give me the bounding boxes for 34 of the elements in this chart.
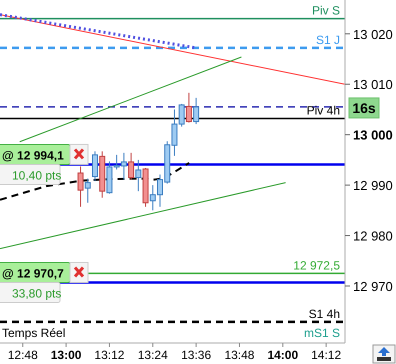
candlestick xyxy=(186,92,192,124)
x-tick-label: 14:12 xyxy=(311,348,342,362)
y-tick-label: 12 980 xyxy=(353,228,393,244)
ref-line-label: 16s xyxy=(352,100,376,116)
x-tick-label: 12:48 xyxy=(8,348,38,362)
x-tick-label: 14:00 xyxy=(267,348,298,362)
candlestick xyxy=(193,97,200,125)
ref-line-label: S1 4h xyxy=(308,306,340,321)
candlestick xyxy=(92,150,98,182)
candlestick xyxy=(128,152,134,180)
candlestick xyxy=(135,159,142,192)
x-tick-label: 13:36 xyxy=(181,348,212,362)
x-tick-label: 13:12 xyxy=(94,348,125,362)
y-tick-label: 12 990 xyxy=(353,178,393,194)
annotation: 33,80 pts xyxy=(12,286,62,300)
x-tick-label: 13:00 xyxy=(50,348,82,362)
candlestick xyxy=(84,178,91,204)
y-tick-label: 13 020 xyxy=(353,26,393,42)
y-tick-label: 12 970 xyxy=(353,279,393,294)
x-tick-label: 13:48 xyxy=(224,348,255,362)
annotation: mS1 S xyxy=(304,326,340,340)
ref-line-label: Piv 4h xyxy=(306,104,340,118)
annotation: Temps Réel xyxy=(2,326,66,340)
annotation: 10,40 pts xyxy=(12,168,62,182)
candlestick xyxy=(78,166,84,208)
x-tick-label: 13:24 xyxy=(138,348,168,362)
ref-line-label: @ 12 970,7 xyxy=(2,266,64,280)
ref-line-label: Piv S xyxy=(312,4,340,18)
ref-line-label: @ 12 994,1 xyxy=(2,148,64,162)
y-tick-label: 13 000 xyxy=(353,128,393,143)
ref-line-label: 12 972,5 xyxy=(293,258,340,272)
ref-line-label: S1 J xyxy=(316,32,340,47)
y-tick-label: 13 010 xyxy=(353,77,393,92)
line-series xyxy=(0,162,190,201)
